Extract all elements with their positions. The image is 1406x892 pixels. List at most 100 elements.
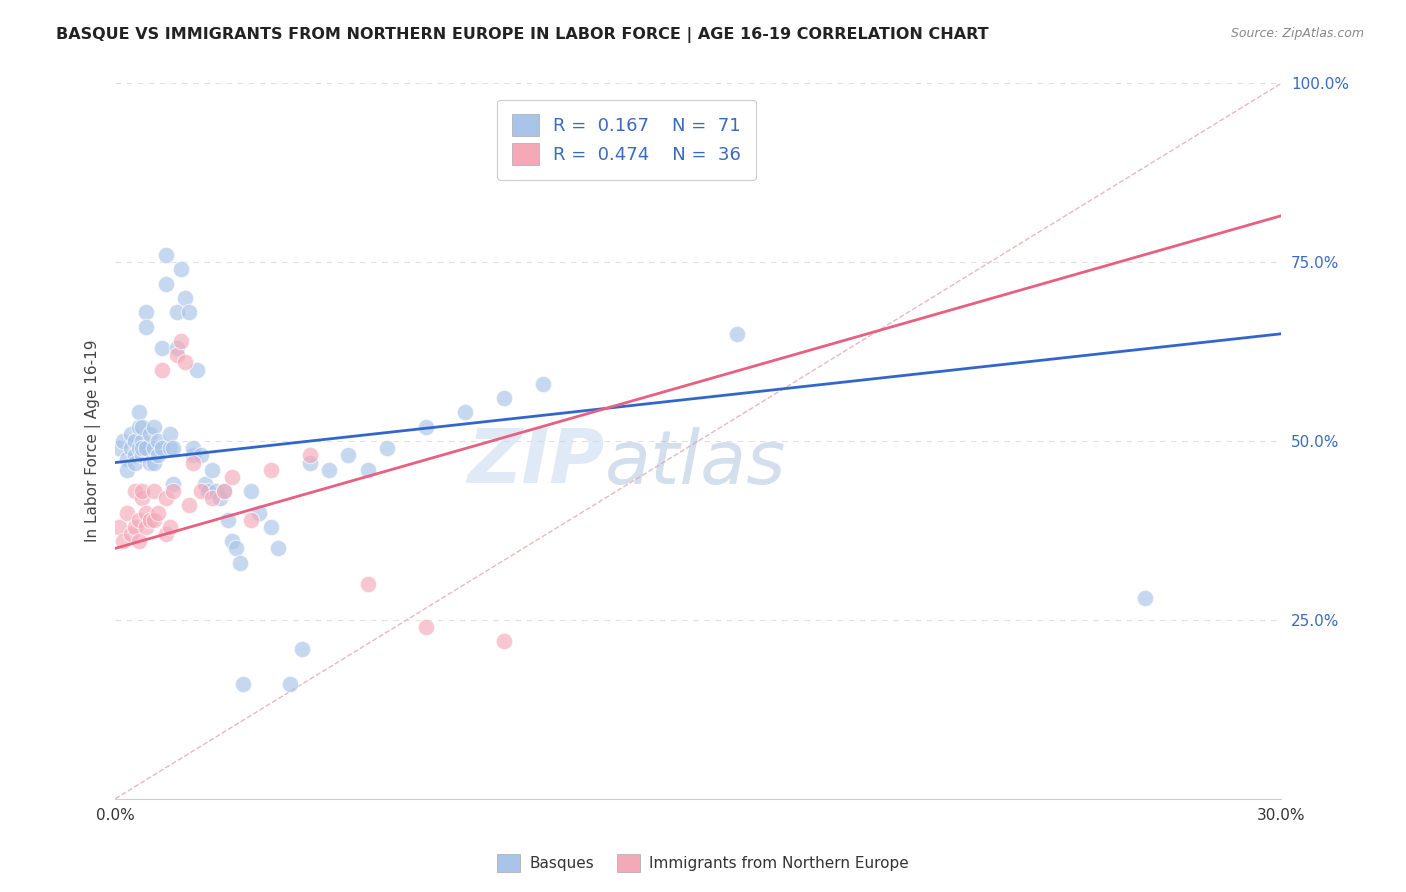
Point bbox=[212, 484, 235, 499]
Point bbox=[357, 577, 380, 591]
Point bbox=[128, 419, 150, 434]
Point bbox=[194, 477, 217, 491]
Point bbox=[115, 463, 138, 477]
Point bbox=[166, 305, 188, 319]
Point bbox=[174, 355, 197, 369]
Point bbox=[190, 449, 212, 463]
Point bbox=[492, 634, 515, 648]
Point bbox=[146, 449, 169, 463]
Point bbox=[225, 541, 247, 556]
Point bbox=[259, 463, 281, 477]
Point bbox=[205, 484, 228, 499]
Point bbox=[143, 513, 166, 527]
Point bbox=[111, 534, 134, 549]
Point bbox=[135, 305, 157, 319]
Point bbox=[201, 491, 224, 506]
Point bbox=[131, 419, 153, 434]
Point bbox=[155, 527, 177, 541]
Text: Source: ZipAtlas.com: Source: ZipAtlas.com bbox=[1230, 27, 1364, 40]
Point bbox=[247, 506, 270, 520]
Point bbox=[177, 499, 200, 513]
Point bbox=[143, 484, 166, 499]
Point bbox=[531, 376, 554, 391]
Point bbox=[120, 442, 142, 456]
Point bbox=[115, 506, 138, 520]
Point bbox=[135, 319, 157, 334]
Point bbox=[155, 491, 177, 506]
Point bbox=[143, 456, 166, 470]
Point bbox=[197, 484, 219, 499]
Point bbox=[159, 520, 181, 534]
Point bbox=[159, 442, 181, 456]
Point bbox=[181, 456, 204, 470]
Point bbox=[375, 442, 398, 456]
Point bbox=[135, 520, 157, 534]
Point bbox=[170, 334, 193, 348]
Point bbox=[190, 484, 212, 499]
Legend: R =  0.167    N =  71, R =  0.474    N =  36: R = 0.167 N = 71, R = 0.474 N = 36 bbox=[498, 100, 755, 180]
Point bbox=[170, 262, 193, 277]
Point bbox=[166, 341, 188, 355]
Point bbox=[139, 426, 162, 441]
Point bbox=[415, 620, 437, 634]
Point bbox=[298, 449, 321, 463]
Point bbox=[108, 520, 131, 534]
Point bbox=[162, 477, 184, 491]
Point bbox=[201, 463, 224, 477]
Point bbox=[131, 449, 153, 463]
Point bbox=[357, 463, 380, 477]
Point bbox=[186, 362, 208, 376]
Point bbox=[240, 513, 263, 527]
Y-axis label: In Labor Force | Age 16-19: In Labor Force | Age 16-19 bbox=[86, 340, 101, 542]
Point bbox=[174, 291, 197, 305]
Point bbox=[120, 426, 142, 441]
Text: atlas: atlas bbox=[605, 426, 786, 499]
Point bbox=[131, 434, 153, 449]
Point bbox=[128, 442, 150, 456]
Point bbox=[318, 463, 340, 477]
Point bbox=[135, 506, 157, 520]
Point bbox=[492, 391, 515, 405]
Point bbox=[166, 348, 188, 362]
Point bbox=[146, 506, 169, 520]
Text: ZIP: ZIP bbox=[468, 426, 605, 499]
Point bbox=[298, 456, 321, 470]
Point bbox=[259, 520, 281, 534]
Point bbox=[162, 484, 184, 499]
Point bbox=[131, 491, 153, 506]
Point bbox=[108, 442, 131, 456]
Point bbox=[111, 434, 134, 449]
Point bbox=[155, 248, 177, 262]
Point bbox=[150, 442, 173, 456]
Point bbox=[150, 362, 173, 376]
Point bbox=[124, 456, 146, 470]
Point bbox=[1133, 591, 1156, 606]
Point bbox=[177, 305, 200, 319]
Point bbox=[221, 470, 243, 484]
Point bbox=[120, 527, 142, 541]
Text: BASQUE VS IMMIGRANTS FROM NORTHERN EUROPE IN LABOR FORCE | AGE 16-19 CORRELATION: BASQUE VS IMMIGRANTS FROM NORTHERN EUROP… bbox=[56, 27, 988, 43]
Point bbox=[159, 426, 181, 441]
Point bbox=[128, 534, 150, 549]
Point bbox=[131, 442, 153, 456]
Point bbox=[240, 484, 263, 499]
Point bbox=[291, 641, 314, 656]
Point bbox=[267, 541, 290, 556]
Point bbox=[228, 556, 250, 570]
Point bbox=[131, 484, 153, 499]
Point bbox=[212, 484, 235, 499]
Point bbox=[181, 442, 204, 456]
Point bbox=[128, 405, 150, 419]
Point bbox=[124, 520, 146, 534]
Point bbox=[278, 677, 301, 691]
Point bbox=[146, 434, 169, 449]
Point bbox=[232, 677, 254, 691]
Point bbox=[115, 452, 138, 467]
Point bbox=[150, 341, 173, 355]
Point bbox=[162, 442, 184, 456]
Point bbox=[725, 326, 748, 341]
Point bbox=[135, 442, 157, 456]
Point bbox=[217, 513, 239, 527]
Point bbox=[454, 405, 477, 419]
Point bbox=[143, 442, 166, 456]
